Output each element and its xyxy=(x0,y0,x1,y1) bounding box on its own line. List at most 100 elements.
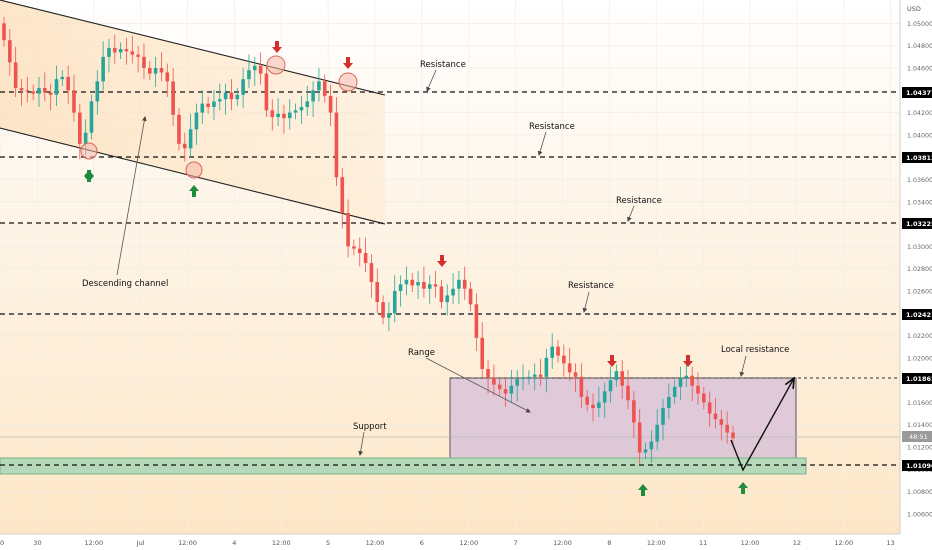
pointer-line xyxy=(582,291,590,313)
down-arrow-icon xyxy=(683,355,693,367)
candle-body xyxy=(480,337,485,370)
touch-circle xyxy=(338,72,358,92)
candle-body xyxy=(334,112,339,178)
time-tick-label: 30 xyxy=(33,539,41,547)
candle-body xyxy=(2,23,6,41)
candle-body xyxy=(445,295,450,303)
price-tick-label: 1.04200 xyxy=(907,110,932,117)
candle-body xyxy=(317,81,321,91)
price-tick-label: 1.03000 xyxy=(907,244,932,251)
up-arrow-icon xyxy=(738,482,748,494)
level-tag-bg xyxy=(902,152,932,163)
candle-body xyxy=(89,101,94,133)
price-tick-label: 1.05000 xyxy=(907,21,932,28)
annotation-range: Range xyxy=(408,348,435,358)
annotation-pointers xyxy=(116,69,747,456)
time-axis-ticks: 00 30 12:00 Jul 12:00 4 12:00 5 12:00 6 12:00 7 12:0… xyxy=(0,539,895,547)
candle-body xyxy=(25,90,30,92)
candle-body xyxy=(159,68,164,73)
candle-body xyxy=(66,76,70,91)
candle-body xyxy=(375,282,380,303)
candle-body xyxy=(54,79,59,95)
candle-body xyxy=(194,112,199,130)
candle-body xyxy=(200,103,205,113)
candle-body xyxy=(462,279,467,289)
candle-body xyxy=(410,279,415,286)
candle-body xyxy=(37,88,41,94)
time-tick-label: 12:00 xyxy=(178,539,197,547)
pointer-line xyxy=(739,355,747,377)
candle-body xyxy=(538,374,543,377)
candle-body xyxy=(690,375,694,386)
touch-circle xyxy=(266,55,286,75)
candle-body xyxy=(637,422,642,453)
price-tick-label: 1.00800 xyxy=(907,489,932,496)
candle-body xyxy=(684,375,689,378)
time-tick-label: 12:00 xyxy=(553,539,572,547)
candle-body xyxy=(322,81,327,96)
candle-body xyxy=(247,70,251,80)
level-tag-2: 1.03813 xyxy=(906,154,932,162)
candle-body xyxy=(632,400,636,423)
candle-body xyxy=(107,47,111,57)
candle-body xyxy=(643,449,648,453)
annotation-support: Support xyxy=(353,422,387,432)
candle-body xyxy=(427,284,432,289)
candle-body xyxy=(707,402,712,414)
candle-body xyxy=(457,279,461,289)
candle-body xyxy=(398,284,403,291)
candle-body xyxy=(544,357,549,377)
candle-body xyxy=(287,112,292,119)
price-tick-label: 1.03600 xyxy=(907,177,932,184)
up-arrow-icon xyxy=(638,484,648,496)
candle-body xyxy=(305,101,310,108)
time-tick-label: 8 xyxy=(607,539,611,547)
time-tick-label: Jul xyxy=(136,539,145,547)
touch-circle xyxy=(80,142,98,160)
level-tag-bg xyxy=(902,460,932,471)
time-tick-label: 12:00 xyxy=(272,539,291,547)
candle-body xyxy=(171,81,175,115)
candle-body xyxy=(217,99,222,102)
price-tick-label: 1.00600 xyxy=(907,511,932,518)
candle-body xyxy=(299,107,304,111)
range-box xyxy=(449,377,797,459)
touch-circles xyxy=(80,55,358,179)
candle-body xyxy=(585,396,589,405)
candle-body xyxy=(497,384,502,390)
down-arrow-icon xyxy=(437,255,447,267)
candle-body xyxy=(672,386,677,397)
candle-body xyxy=(661,408,665,425)
candle-body xyxy=(702,393,706,403)
candle-body xyxy=(118,49,123,53)
candle-body xyxy=(340,177,345,213)
candle-body xyxy=(258,65,263,74)
time-tick-label: 00 xyxy=(0,539,4,547)
annotation-resistance-3: Resistance xyxy=(616,196,662,206)
candle-body xyxy=(13,62,18,89)
candle-body xyxy=(241,79,245,95)
time-axis[interactable] xyxy=(0,534,932,550)
candle-body xyxy=(387,313,391,318)
candle-body xyxy=(392,290,397,314)
price-tick-label: 1.04600 xyxy=(907,66,932,73)
candle-body xyxy=(148,68,152,74)
pointer-line xyxy=(537,131,547,156)
annotation-descending-channel: Descending channel xyxy=(82,279,168,289)
annotation-resistance-2: Resistance xyxy=(529,122,575,132)
candle-body xyxy=(43,88,47,93)
up-arrow-icon xyxy=(189,185,199,197)
candle-body xyxy=(363,253,368,264)
candle-body xyxy=(521,377,525,380)
time-tick-label: 7 xyxy=(514,539,518,547)
candle-body xyxy=(602,391,607,403)
projection-path xyxy=(730,380,793,472)
candle-body xyxy=(252,65,257,71)
candle-body xyxy=(451,288,455,296)
down-arrow-icon xyxy=(343,57,353,69)
time-tick-label: 11 xyxy=(699,539,707,547)
